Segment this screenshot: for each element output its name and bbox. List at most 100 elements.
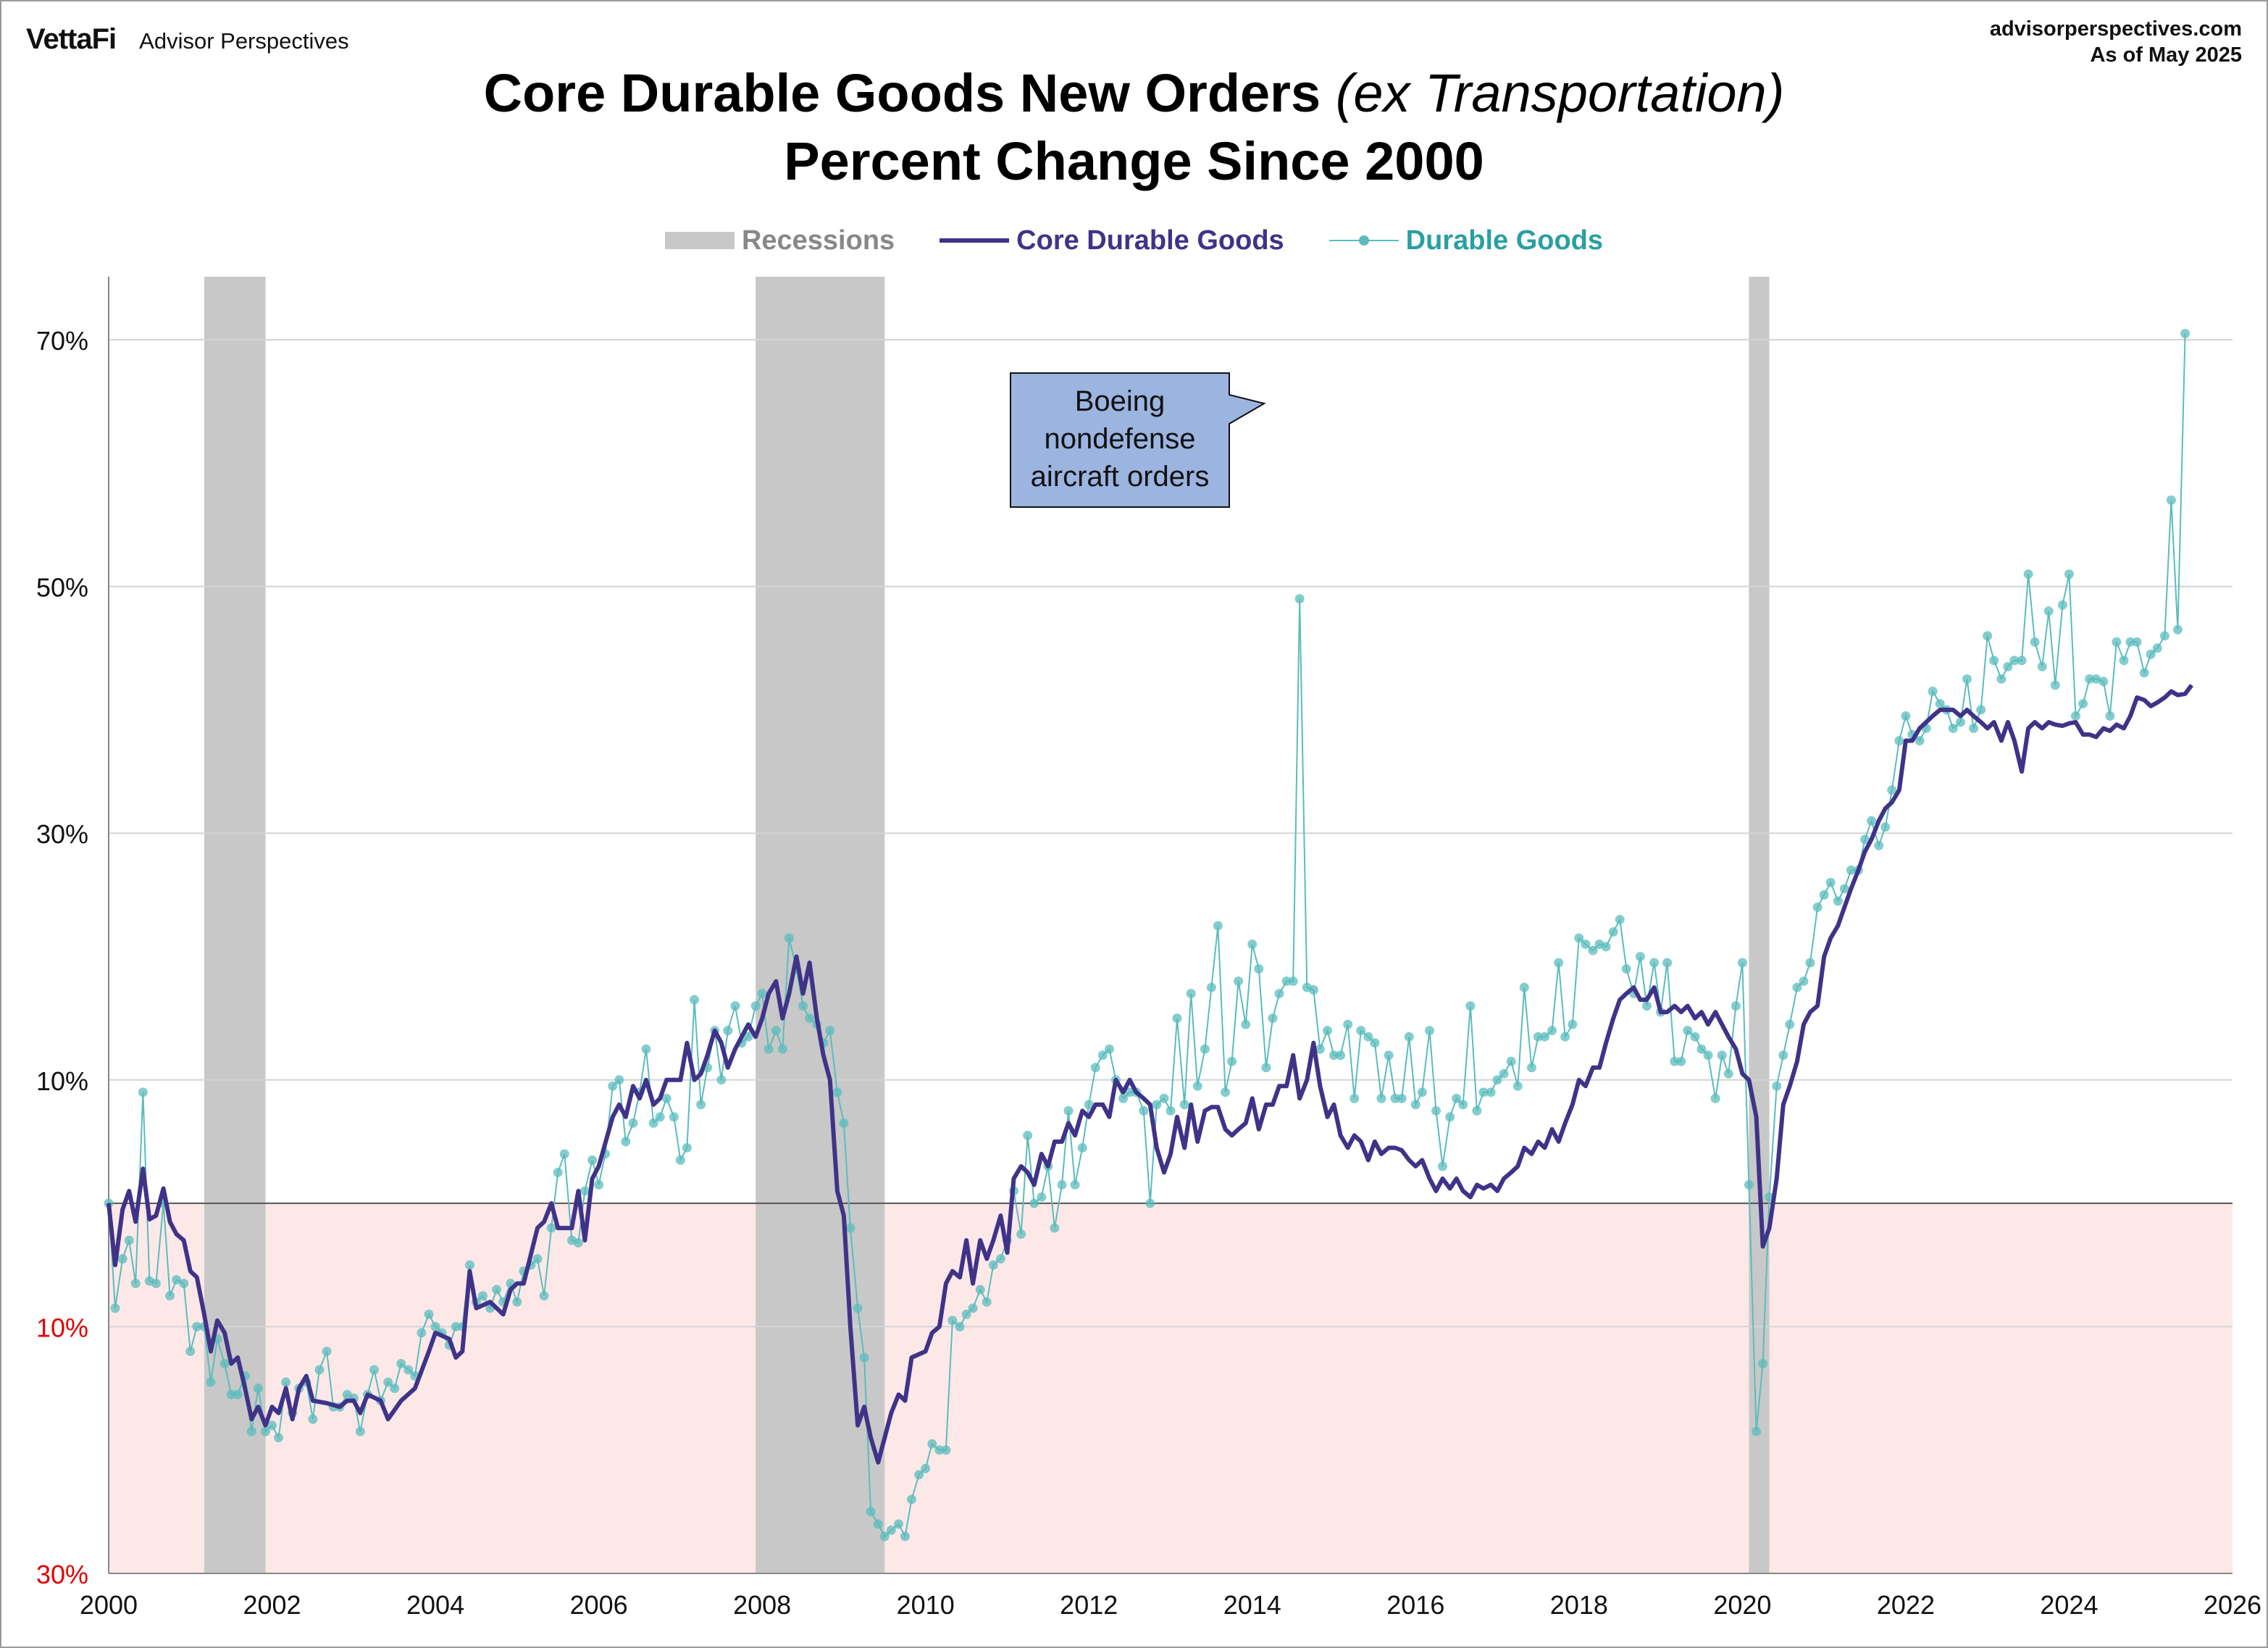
durable-goods-point [192, 1321, 202, 1331]
durable-goods-point [1846, 865, 1856, 875]
durable-goods-point [1901, 711, 1911, 721]
annotation-callout [1010, 372, 1266, 508]
durable-goods-point [1758, 1358, 1768, 1368]
durable-goods-point [1955, 717, 1965, 727]
durable-goods-point [1744, 1180, 1754, 1190]
durable-goods-point [138, 1087, 148, 1097]
source-site: advisorperspectives.com [1989, 17, 2242, 41]
durable-goods-point [812, 1019, 822, 1029]
durable-goods-point [376, 1396, 386, 1406]
negative-shading [109, 1203, 2233, 1573]
durable-goods-point [1478, 1087, 1489, 1097]
durable-goods-point [1574, 933, 1584, 943]
durable-goods-point [2119, 656, 2129, 666]
durable-goods-point [566, 1235, 577, 1245]
durable-goods-point [1281, 976, 1292, 987]
durable-goods-point [573, 1238, 583, 1248]
durable-goods-point [853, 1303, 863, 1313]
x-tick-label: 2024 [2040, 1590, 2098, 1620]
durable-goods-point [805, 1013, 815, 1024]
core-durable-goods-line [106, 684, 2193, 1465]
durable-goods-point [1097, 1050, 1108, 1061]
durable-goods-point [675, 1155, 685, 1165]
durable-goods-point [587, 1155, 598, 1165]
durable-goods-point [369, 1365, 379, 1375]
durable-goods-point [403, 1365, 414, 1375]
durable-goods-point [2064, 569, 2074, 580]
durable-goods-point [1799, 976, 1809, 987]
recession-band [204, 277, 266, 1573]
durable-goods-point [1458, 1100, 1468, 1110]
durable-goods-point [743, 1032, 753, 1042]
durable-goods-point [2146, 649, 2156, 659]
durable-goods-point [390, 1384, 400, 1394]
durable-goods-point [546, 1223, 556, 1233]
durable-goods-point [1192, 1081, 1202, 1091]
durable-goods-point [682, 1142, 692, 1153]
chart-title-block: Core Durable Goods New Orders (ex Transp… [1, 59, 2267, 196]
durable-goods-point [1696, 1044, 1707, 1054]
durable-goods-point [879, 1531, 890, 1542]
durable-goods-point [1241, 1019, 1251, 1029]
brand-name: Advisor Perspectives [139, 28, 349, 54]
legend-label-durable: Durable Goods [1405, 225, 1604, 256]
durable-goods-point [1090, 1063, 1100, 1073]
y-tick-label: 70% [36, 326, 88, 356]
durable-goods-point [308, 1414, 318, 1424]
durable-goods-point [1533, 1032, 1543, 1042]
annotation-text: aircraft orders [1031, 461, 1210, 493]
core-line-swatch-icon [940, 238, 1010, 243]
legend-item-core: Core Durable Goods [940, 225, 1284, 256]
durable-goods-point [975, 1284, 985, 1294]
x-tick-label: 2004 [406, 1590, 464, 1620]
durable-goods-point [1343, 1019, 1353, 1029]
durable-goods-point [2009, 656, 2020, 666]
durable-goods-point [1785, 1019, 1795, 1029]
durable-goods-point [784, 933, 794, 943]
durable-goods-point [559, 1149, 569, 1159]
durable-goods-point [1145, 1198, 1155, 1208]
legend-label-recessions: Recessions [741, 225, 895, 256]
durable-goods-point [792, 964, 802, 974]
durable-goods-point [1254, 964, 1264, 974]
durable-goods-point [1424, 1026, 1434, 1036]
durable-goods-point [348, 1393, 359, 1403]
durable-goods-point [1118, 1093, 1129, 1103]
durable-goods-point [471, 1297, 481, 1307]
durable-goods-point [1336, 1050, 1346, 1061]
durable-goods-point [1683, 1026, 1693, 1036]
durable-goods-point [1948, 723, 1958, 733]
durable-goods-point [267, 1421, 277, 1431]
x-tick-label: 2010 [897, 1590, 955, 1620]
durable-goods-point [1921, 723, 1931, 733]
durable-goods-point [955, 1321, 965, 1331]
durable-goods-point [1880, 822, 1891, 832]
durable-goods-point [512, 1297, 522, 1307]
durable-goods-point [893, 1519, 903, 1529]
durable-goods-point [1676, 1056, 1686, 1066]
durable-goods-point [240, 1371, 250, 1381]
durable-goods-point [968, 1303, 978, 1313]
durable-goods-point [342, 1389, 352, 1400]
durable-goods-point [839, 1118, 849, 1128]
durable-goods-point [934, 1445, 945, 1455]
durable-goods-point [988, 1260, 998, 1270]
x-tick-label: 2012 [1060, 1590, 1118, 1620]
durable-goods-point [226, 1389, 236, 1400]
durable-goods-point [750, 1001, 761, 1011]
durable-goods-point [995, 1254, 1005, 1264]
durable-goods-point [641, 1044, 651, 1054]
durable-goods-point [1928, 686, 1938, 696]
durable-goods-point [130, 1279, 141, 1289]
durable-goods-point [1635, 952, 1645, 961]
durable-goods-point [1962, 674, 1972, 684]
durable-goods-point [757, 989, 767, 999]
legend: Recessions Core Durable Goods Durable Go… [1, 219, 2267, 262]
durable-goods-point [1812, 902, 1823, 912]
durable-goods-point [723, 1026, 733, 1036]
durable-goods-point [579, 1186, 590, 1196]
durable-goods-point [825, 1026, 835, 1036]
recession-band [1749, 277, 1770, 1573]
durable-goods-point [2085, 674, 2095, 684]
durable-goods-point [2078, 698, 2088, 708]
